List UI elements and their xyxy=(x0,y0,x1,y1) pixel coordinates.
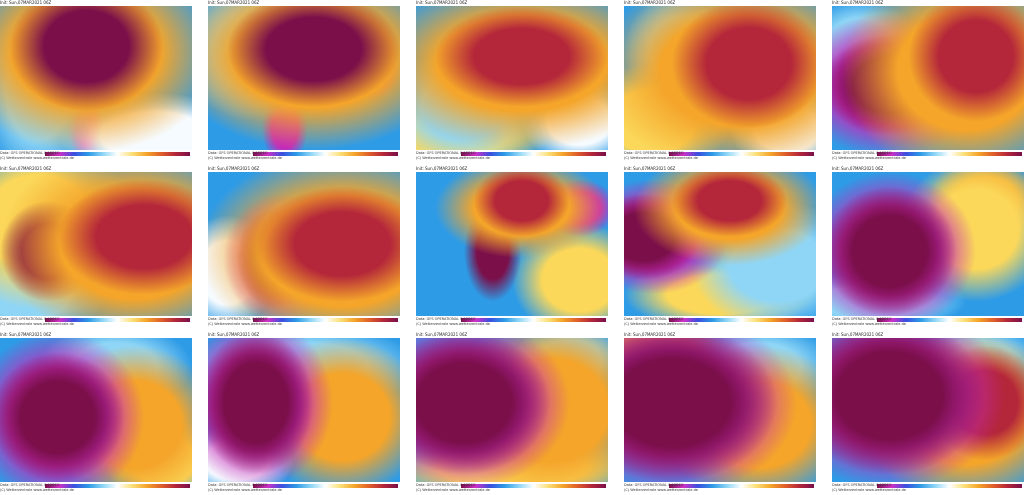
color-scale xyxy=(461,318,606,322)
map-panel: Init: Sun,07MAR2021 06Z Data: GFS OPERATI… xyxy=(416,332,608,494)
footer-credit: (C) Wetterzentrale www.wetterzentrale.de xyxy=(624,488,698,492)
footer-data: Data: GFS OPERATIONAL 0.25DEG xyxy=(416,317,476,321)
panel-header: Init: Sun,07MAR2021 06Z xyxy=(0,332,52,337)
weather-map xyxy=(832,6,1024,150)
panel-header: Init: Sun,07MAR2021 06Z xyxy=(0,0,52,5)
weather-map xyxy=(0,172,192,316)
panel-header: Init: Sun,07MAR2021 06Z xyxy=(416,332,468,337)
color-scale xyxy=(669,318,814,322)
weather-map xyxy=(208,338,400,482)
panel-header: Init: Sun,07MAR2021 06Z xyxy=(624,332,676,337)
footer-data: Data: GFS OPERATIONAL 0.25DEG xyxy=(832,483,892,487)
panel-header: Init: Sun,07MAR2021 06Z xyxy=(624,0,676,5)
footer-credit: (C) Wetterzentrale www.wetterzentrale.de xyxy=(0,488,74,492)
color-scale xyxy=(45,484,190,488)
color-scale xyxy=(253,152,398,156)
footer-data: Data: GFS OPERATIONAL 0.25DEG xyxy=(0,317,60,321)
weather-map xyxy=(624,338,816,482)
footer-data: Data: GFS OPERATIONAL 0.25DEG xyxy=(208,151,268,155)
map-panel: Init: Sun,07MAR2021 06Z Data: GFS OPERATI… xyxy=(624,0,816,162)
panel-header: Init: Sun,07MAR2021 06Z xyxy=(624,166,676,171)
footer-data: Data: GFS OPERATIONAL 0.25DEG xyxy=(0,151,60,155)
map-panel: Init: Sun,07MAR2021 06Z Data: GFS OPERATI… xyxy=(208,0,400,162)
footer-credit: (C) Wetterzentrale www.wetterzentrale.de xyxy=(624,156,698,160)
panel-header: Init: Sun,07MAR2021 06Z xyxy=(832,166,884,171)
weather-map xyxy=(0,338,192,482)
footer-credit: (C) Wetterzentrale www.wetterzentrale.de xyxy=(208,156,282,160)
panel-header: Init: Sun,07MAR2021 06Z xyxy=(0,166,52,171)
footer-data: Data: GFS OPERATIONAL 0.25DEG xyxy=(208,483,268,487)
footer-data: Data: GFS OPERATIONAL 0.25DEG xyxy=(0,483,60,487)
map-panel: Init: Sun,07MAR2021 06Z Data: GFS OPERATI… xyxy=(624,332,816,494)
color-scale xyxy=(461,484,606,488)
footer-credit: (C) Wetterzentrale www.wetterzentrale.de xyxy=(832,488,906,492)
map-panel: Init: Sun,07MAR2021 06Z Data: GFS OPERATI… xyxy=(624,166,816,328)
map-panel: Init: Sun,07MAR2021 06Z Data: GFS OPERATI… xyxy=(832,332,1024,494)
footer-credit: (C) Wetterzentrale www.wetterzentrale.de xyxy=(208,488,282,492)
map-panel: Init: Sun,07MAR2021 06Z Data: GFS OPERATI… xyxy=(0,332,192,494)
weather-map xyxy=(416,172,608,316)
footer-credit: (C) Wetterzentrale www.wetterzentrale.de xyxy=(0,156,74,160)
panel-header: Init: Sun,07MAR2021 06Z xyxy=(416,0,468,5)
weather-map xyxy=(208,6,400,150)
color-scale xyxy=(669,152,814,156)
footer-credit: (C) Wetterzentrale www.wetterzentrale.de xyxy=(832,156,906,160)
color-scale xyxy=(253,318,398,322)
footer-credit: (C) Wetterzentrale www.wetterzentrale.de xyxy=(0,322,74,326)
panel-header: Init: Sun,07MAR2021 06Z xyxy=(208,166,260,171)
footer-data: Data: GFS OPERATIONAL 0.25DEG xyxy=(832,317,892,321)
weather-map xyxy=(416,338,608,482)
weather-map xyxy=(624,172,816,316)
color-scale xyxy=(669,484,814,488)
color-scale xyxy=(461,152,606,156)
footer-data: Data: GFS OPERATIONAL 0.25DEG xyxy=(416,483,476,487)
panel-header: Init: Sun,07MAR2021 06Z xyxy=(832,332,884,337)
color-scale xyxy=(253,484,398,488)
footer-data: Data: GFS OPERATIONAL 0.25DEG xyxy=(624,483,684,487)
footer-data: Data: GFS OPERATIONAL 0.25DEG xyxy=(208,317,268,321)
color-scale xyxy=(45,318,190,322)
footer-data: Data: GFS OPERATIONAL 0.25DEG xyxy=(624,151,684,155)
footer-credit: (C) Wetterzentrale www.wetterzentrale.de xyxy=(416,488,490,492)
footer-data: Data: GFS OPERATIONAL 0.25DEG xyxy=(624,317,684,321)
panel-header: Init: Sun,07MAR2021 06Z xyxy=(208,0,260,5)
map-panel: Init: Sun,07MAR2021 06Z Data: GFS OPERATI… xyxy=(208,332,400,494)
panel-header: Init: Sun,07MAR2021 06Z xyxy=(416,166,468,171)
color-scale xyxy=(877,318,1022,322)
map-panel: Init: Sun,07MAR2021 06Z Data: GFS OPERATI… xyxy=(0,0,192,162)
weather-map xyxy=(416,6,608,150)
footer-data: Data: GFS OPERATIONAL 0.25DEG xyxy=(416,151,476,155)
color-scale xyxy=(877,152,1022,156)
panel-header: Init: Sun,07MAR2021 06Z xyxy=(208,332,260,337)
weather-map xyxy=(208,172,400,316)
footer-credit: (C) Wetterzentrale www.wetterzentrale.de xyxy=(624,322,698,326)
weather-map xyxy=(832,172,1024,316)
footer-credit: (C) Wetterzentrale www.wetterzentrale.de xyxy=(208,322,282,326)
footer-credit: (C) Wetterzentrale www.wetterzentrale.de xyxy=(416,322,490,326)
weather-map xyxy=(0,6,192,150)
weather-map xyxy=(624,6,816,150)
footer-credit: (C) Wetterzentrale www.wetterzentrale.de xyxy=(416,156,490,160)
map-panel: Init: Sun,07MAR2021 06Z Data: GFS OPERATI… xyxy=(832,0,1024,162)
color-scale xyxy=(877,484,1022,488)
color-scale xyxy=(45,152,190,156)
weather-map xyxy=(832,338,1024,482)
panel-header: Init: Sun,07MAR2021 06Z xyxy=(832,0,884,5)
map-panel: Init: Sun,07MAR2021 06Z Data: GFS OPERATI… xyxy=(208,166,400,328)
footer-credit: (C) Wetterzentrale www.wetterzentrale.de xyxy=(832,322,906,326)
map-panel: Init: Sun,07MAR2021 06Z Data: GFS OPERATI… xyxy=(416,0,608,162)
map-panel: Init: Sun,07MAR2021 06Z Data: GFS OPERATI… xyxy=(832,166,1024,328)
map-panel: Init: Sun,07MAR2021 06Z Data: GFS OPERATI… xyxy=(416,166,608,328)
map-panel: Init: Sun,07MAR2021 06Z Data: GFS OPERATI… xyxy=(0,166,192,328)
footer-data: Data: GFS OPERATIONAL 0.25DEG xyxy=(832,151,892,155)
